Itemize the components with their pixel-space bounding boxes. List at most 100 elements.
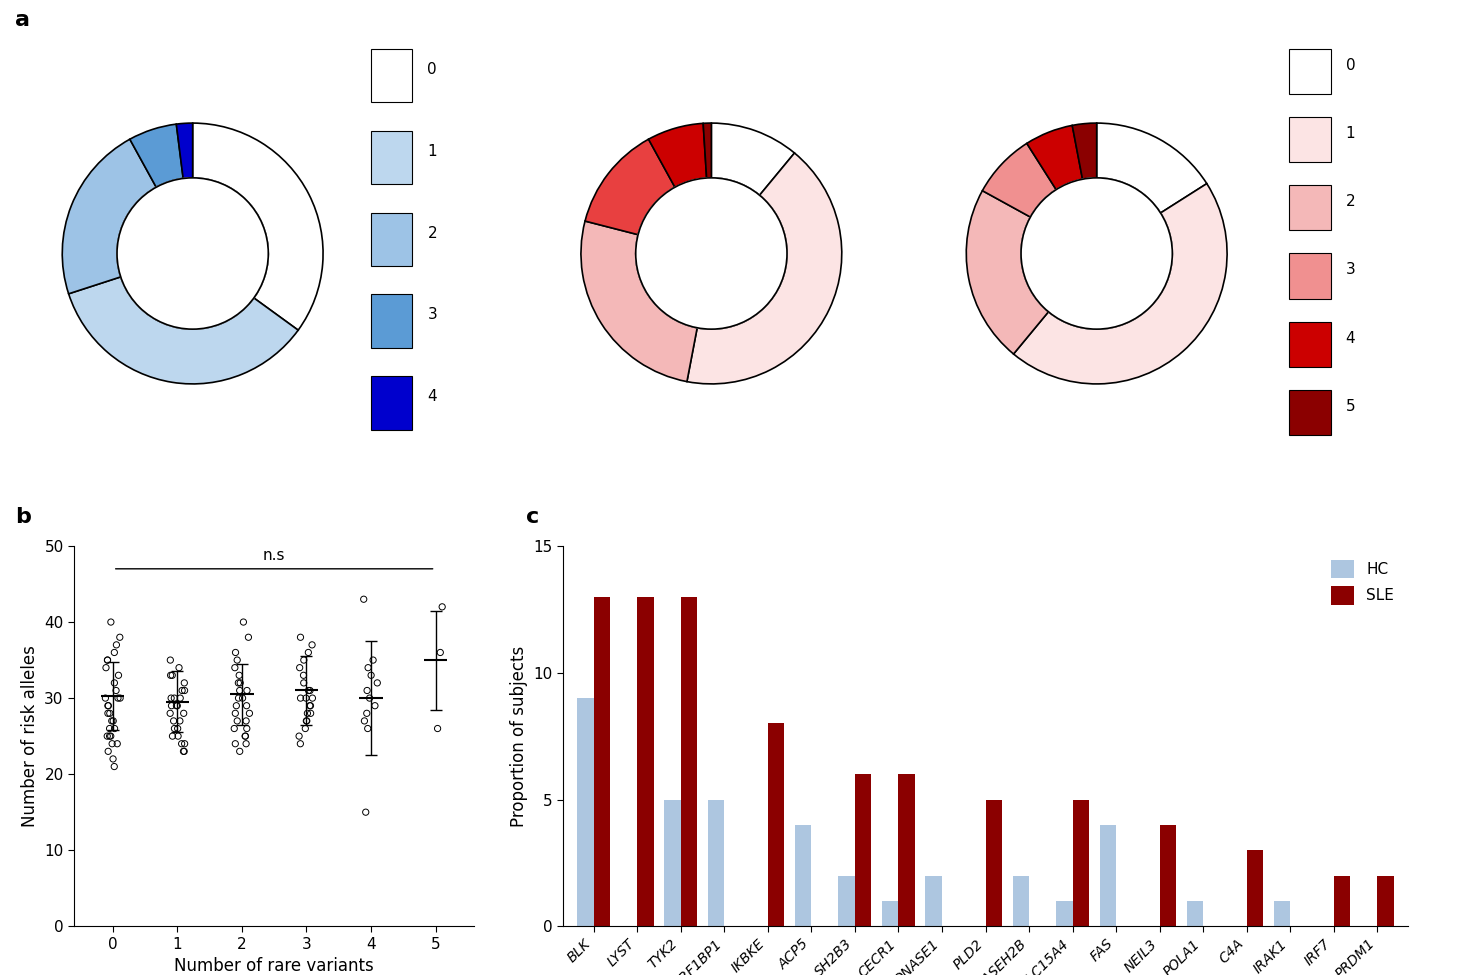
Text: 1: 1 (427, 143, 437, 159)
Wedge shape (585, 139, 674, 235)
Point (289, 690, 313, 706)
Point (104, 682, 127, 698)
Point (289, 630, 313, 645)
Point (163, 721, 187, 736)
Point (298, 698, 322, 714)
Point (160, 668, 184, 683)
Point (170, 736, 194, 752)
Point (172, 706, 196, 722)
Point (107, 668, 130, 683)
Point (299, 706, 323, 722)
Point (288, 728, 311, 744)
Wedge shape (62, 139, 156, 293)
Wedge shape (1073, 123, 1097, 179)
Point (289, 736, 313, 752)
Point (225, 652, 249, 668)
Point (354, 804, 378, 820)
Point (292, 652, 316, 668)
Wedge shape (68, 277, 298, 384)
Bar (370, 376, 412, 430)
Point (227, 675, 250, 690)
Bar (680, 597, 697, 926)
Bar (1289, 390, 1331, 435)
Point (101, 751, 124, 766)
Point (293, 721, 317, 736)
Bar (370, 294, 412, 348)
Circle shape (1021, 177, 1172, 330)
Bar (664, 800, 680, 926)
Point (228, 682, 252, 698)
Point (105, 637, 129, 652)
Text: SLE 1: SLE 1 (688, 231, 735, 250)
Bar (576, 698, 594, 926)
Y-axis label: Number of risk alleles: Number of risk alleles (21, 645, 39, 827)
Bar (1057, 901, 1073, 926)
Text: a: a (15, 10, 30, 30)
Wedge shape (966, 191, 1048, 354)
Point (172, 744, 196, 760)
Point (231, 690, 255, 706)
Bar (882, 901, 898, 926)
Point (224, 736, 247, 752)
Point (228, 675, 252, 690)
Text: 0: 0 (1346, 58, 1355, 72)
Wedge shape (702, 123, 711, 178)
Point (99, 713, 123, 728)
Circle shape (117, 177, 268, 330)
Point (162, 713, 185, 728)
Point (236, 721, 259, 736)
Bar (925, 876, 943, 926)
Point (159, 706, 182, 722)
Point (237, 706, 261, 722)
Point (224, 698, 247, 714)
Point (233, 728, 256, 744)
Circle shape (636, 177, 787, 330)
Bar (370, 213, 412, 266)
Point (224, 644, 247, 660)
Point (163, 690, 187, 706)
Text: 4: 4 (1346, 331, 1355, 345)
Point (231, 614, 255, 630)
Text: n = 69: n = 69 (688, 266, 735, 280)
Bar (637, 597, 654, 926)
Point (228, 744, 252, 760)
Wedge shape (649, 124, 707, 187)
Text: 2: 2 (1346, 194, 1355, 209)
Bar (370, 49, 412, 102)
Text: b: b (15, 507, 31, 527)
Point (356, 660, 379, 676)
Text: 1: 1 (1346, 126, 1355, 140)
Point (363, 698, 387, 714)
Point (293, 690, 317, 706)
Point (428, 644, 452, 660)
Text: 3: 3 (1346, 262, 1356, 277)
Point (298, 698, 322, 714)
Point (359, 668, 382, 683)
Wedge shape (711, 123, 794, 195)
Bar (1012, 876, 1029, 926)
Point (236, 682, 259, 698)
Wedge shape (193, 123, 323, 331)
Point (169, 690, 193, 706)
Point (102, 721, 126, 736)
Point (167, 660, 191, 676)
Point (105, 736, 129, 752)
Point (234, 698, 258, 714)
Point (96, 698, 120, 714)
Wedge shape (176, 123, 193, 178)
Point (96, 706, 120, 722)
Text: 3: 3 (427, 307, 437, 323)
Point (108, 690, 132, 706)
Point (430, 599, 453, 614)
Point (298, 682, 322, 698)
Point (93, 690, 117, 706)
Point (222, 660, 246, 676)
Point (165, 698, 188, 714)
Bar (794, 825, 811, 926)
Point (166, 721, 190, 736)
Bar (1377, 876, 1395, 926)
Bar (1289, 49, 1331, 94)
Point (99, 614, 123, 630)
Point (99, 728, 123, 744)
Point (227, 690, 250, 706)
